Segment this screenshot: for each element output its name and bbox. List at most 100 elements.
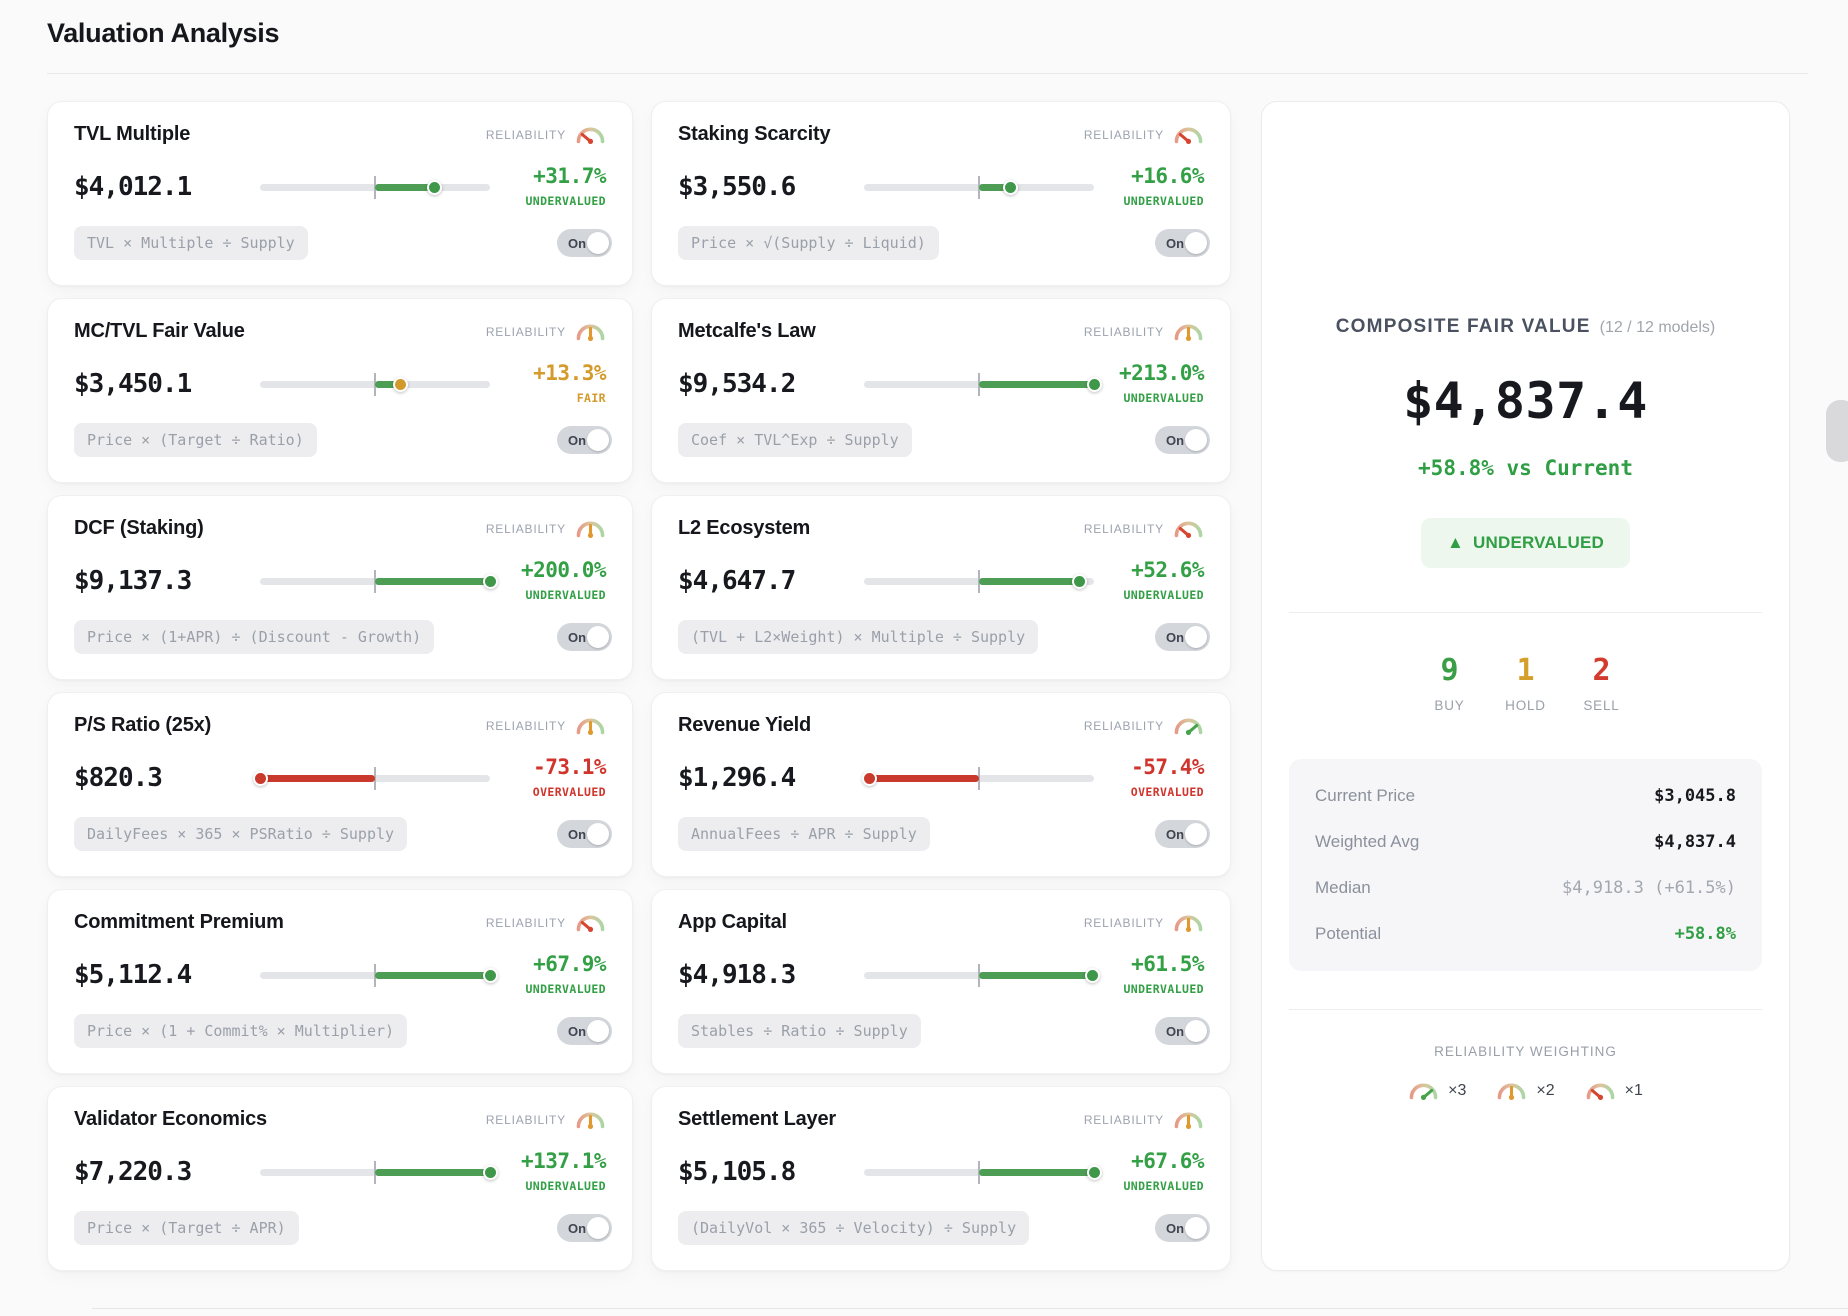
valuation-slider[interactable] — [864, 170, 1094, 204]
reliability-label: RELIABILITY — [1083, 127, 1164, 142]
toggle-knob[interactable] — [587, 1020, 609, 1042]
scrollbar-thumb[interactable] — [1826, 400, 1848, 462]
model-card-footer: Price × (Target ÷ APR) On — [74, 1211, 612, 1245]
model-title: Settlement Layer — [678, 1108, 836, 1130]
model-toggle[interactable]: On — [557, 426, 612, 454]
reliability-indicator: RELIABILITY — [1084, 519, 1210, 538]
model-status: UNDERVALUED — [1123, 982, 1204, 997]
slider-dot[interactable] — [252, 771, 268, 786]
valuation-slider[interactable] — [260, 564, 498, 598]
toggle-knob[interactable] — [1185, 1020, 1207, 1042]
valuation-slider[interactable] — [864, 958, 1101, 992]
model-card-footer: TVL × Multiple ÷ Supply On — [74, 226, 612, 260]
model-verdict: -57.4% OVERVALUED — [1131, 757, 1210, 799]
reliability-label: RELIABILITY — [485, 1112, 566, 1127]
model-valuation-row: $4,647.7 +52.6% UNDERVALUED — [678, 560, 1210, 601]
model-status: FAIR — [576, 391, 606, 406]
model-status: UNDERVALUED — [1123, 588, 1204, 603]
valuation-slider[interactable] — [260, 1155, 498, 1189]
slider-dot[interactable] — [392, 377, 408, 392]
slider-dot[interactable] — [482, 1165, 498, 1180]
model-toggle[interactable]: On — [557, 1214, 612, 1242]
model-status: OVERVALUED — [1130, 785, 1204, 800]
model-percent: +213.0% — [1118, 361, 1205, 386]
model-toggle[interactable]: On — [1155, 229, 1210, 257]
slider-dot[interactable] — [862, 771, 878, 786]
reliability-gauge-icon — [576, 521, 605, 538]
toggle-knob[interactable] — [587, 823, 609, 845]
stat-row: Potential +58.8% — [1315, 924, 1736, 944]
page-title: Valuation Analysis — [47, 18, 280, 48]
model-toggle[interactable]: On — [1155, 426, 1210, 454]
signal-hold: 1 HOLD — [1503, 653, 1549, 713]
slider-fill — [979, 1169, 1094, 1176]
slider-dot[interactable] — [482, 574, 498, 589]
model-percent: +200.0% — [520, 558, 607, 583]
model-card: Settlement Layer RELIABILITY $5,105.8 — [651, 1086, 1231, 1271]
model-card-footer: DailyFees × 365 × PSRatio ÷ Supply On — [74, 817, 612, 851]
model-fair-value: $9,137.3 — [74, 566, 192, 596]
hold-label: HOLD — [1505, 698, 1546, 713]
model-formula-chip: TVL × Multiple ÷ Supply — [74, 226, 308, 260]
model-fair-value: $4,918.3 — [678, 960, 796, 990]
toggle-knob[interactable] — [1185, 429, 1207, 451]
model-fair-value: $1,296.4 — [678, 763, 796, 793]
toggle-knob[interactable] — [587, 232, 609, 254]
model-card: Staking Scarcity RELIABILITY $3,550.6 — [651, 101, 1231, 286]
valuation-slider[interactable] — [260, 170, 490, 204]
slider-dot[interactable] — [482, 968, 498, 983]
model-status: UNDERVALUED — [1123, 194, 1204, 209]
model-valuation-row: $3,550.6 +16.6% UNDERVALUED — [678, 166, 1210, 207]
valuation-slider[interactable] — [864, 1155, 1102, 1189]
model-valuation-row: $4,012.1 +31.7% UNDERVALUED — [74, 166, 612, 207]
toggle-knob[interactable] — [1185, 232, 1207, 254]
valuation-slider[interactable] — [864, 564, 1094, 598]
toggle-knob[interactable] — [587, 1217, 609, 1239]
model-toggle[interactable]: On — [557, 1017, 612, 1045]
slider-dot[interactable] — [1086, 377, 1102, 392]
signal-sell: 2 SELL — [1579, 653, 1625, 713]
panel-divider — [1289, 612, 1762, 613]
slider-center-tick — [374, 767, 376, 790]
model-toggle[interactable]: On — [1155, 820, 1210, 848]
model-card-header: App Capital RELIABILITY — [678, 911, 1210, 934]
toggle-knob[interactable] — [587, 429, 609, 451]
toggle-knob[interactable] — [587, 626, 609, 648]
slider-dot[interactable] — [1085, 968, 1101, 983]
slider-dot[interactable] — [1086, 1165, 1102, 1180]
model-toggle[interactable]: On — [557, 229, 612, 257]
model-card-header: Revenue Yield RELIABILITY — [678, 714, 1210, 737]
slider-dot[interactable] — [427, 180, 443, 195]
model-formula-chip: Price × (1+APR) ÷ (Discount - Growth) — [74, 620, 435, 654]
valuation-slider[interactable] — [864, 367, 1102, 401]
model-card-footer: Coef × TVL^Exp ÷ Supply On — [678, 423, 1210, 457]
toggle-knob[interactable] — [1185, 823, 1207, 845]
reliability-label: RELIABILITY — [1083, 1112, 1164, 1127]
valuation-slider[interactable] — [260, 367, 490, 401]
slider-dot[interactable] — [1071, 574, 1087, 589]
reliability-label: RELIABILITY — [485, 718, 566, 733]
toggle-knob[interactable] — [1185, 626, 1207, 648]
toggle-knob[interactable] — [1185, 1217, 1207, 1239]
stats-box: Current Price $3,045.8 Weighted Avg $4,8… — [1289, 759, 1762, 971]
valuation-slider[interactable] — [252, 761, 490, 795]
slider-fill — [375, 578, 490, 585]
model-verdict: +200.0% UNDERVALUED — [521, 560, 612, 602]
model-toggle[interactable]: On — [557, 820, 612, 848]
model-toggle[interactable]: On — [557, 623, 612, 651]
model-title: Staking Scarcity — [678, 123, 831, 145]
valuation-slider[interactable] — [862, 761, 1094, 795]
model-fair-value: $3,550.6 — [678, 172, 796, 202]
reliability-indicator: RELIABILITY — [1084, 913, 1210, 932]
model-toggle[interactable]: On — [1155, 1214, 1210, 1242]
model-verdict: +213.0% UNDERVALUED — [1119, 363, 1210, 405]
triangle-up-icon: ▲ — [1446, 533, 1465, 552]
model-toggle[interactable]: On — [1155, 623, 1210, 651]
model-valuation-row: $9,137.3 +200.0% UNDERVALUED — [74, 560, 612, 601]
valuation-slider[interactable] — [260, 958, 498, 992]
model-status: UNDERVALUED — [525, 194, 606, 209]
model-toggle[interactable]: On — [1155, 1017, 1210, 1045]
slider-dot[interactable] — [1002, 180, 1018, 195]
reliability-gauge-icon — [1174, 521, 1203, 538]
reliability-indicator: RELIABILITY — [486, 913, 612, 932]
